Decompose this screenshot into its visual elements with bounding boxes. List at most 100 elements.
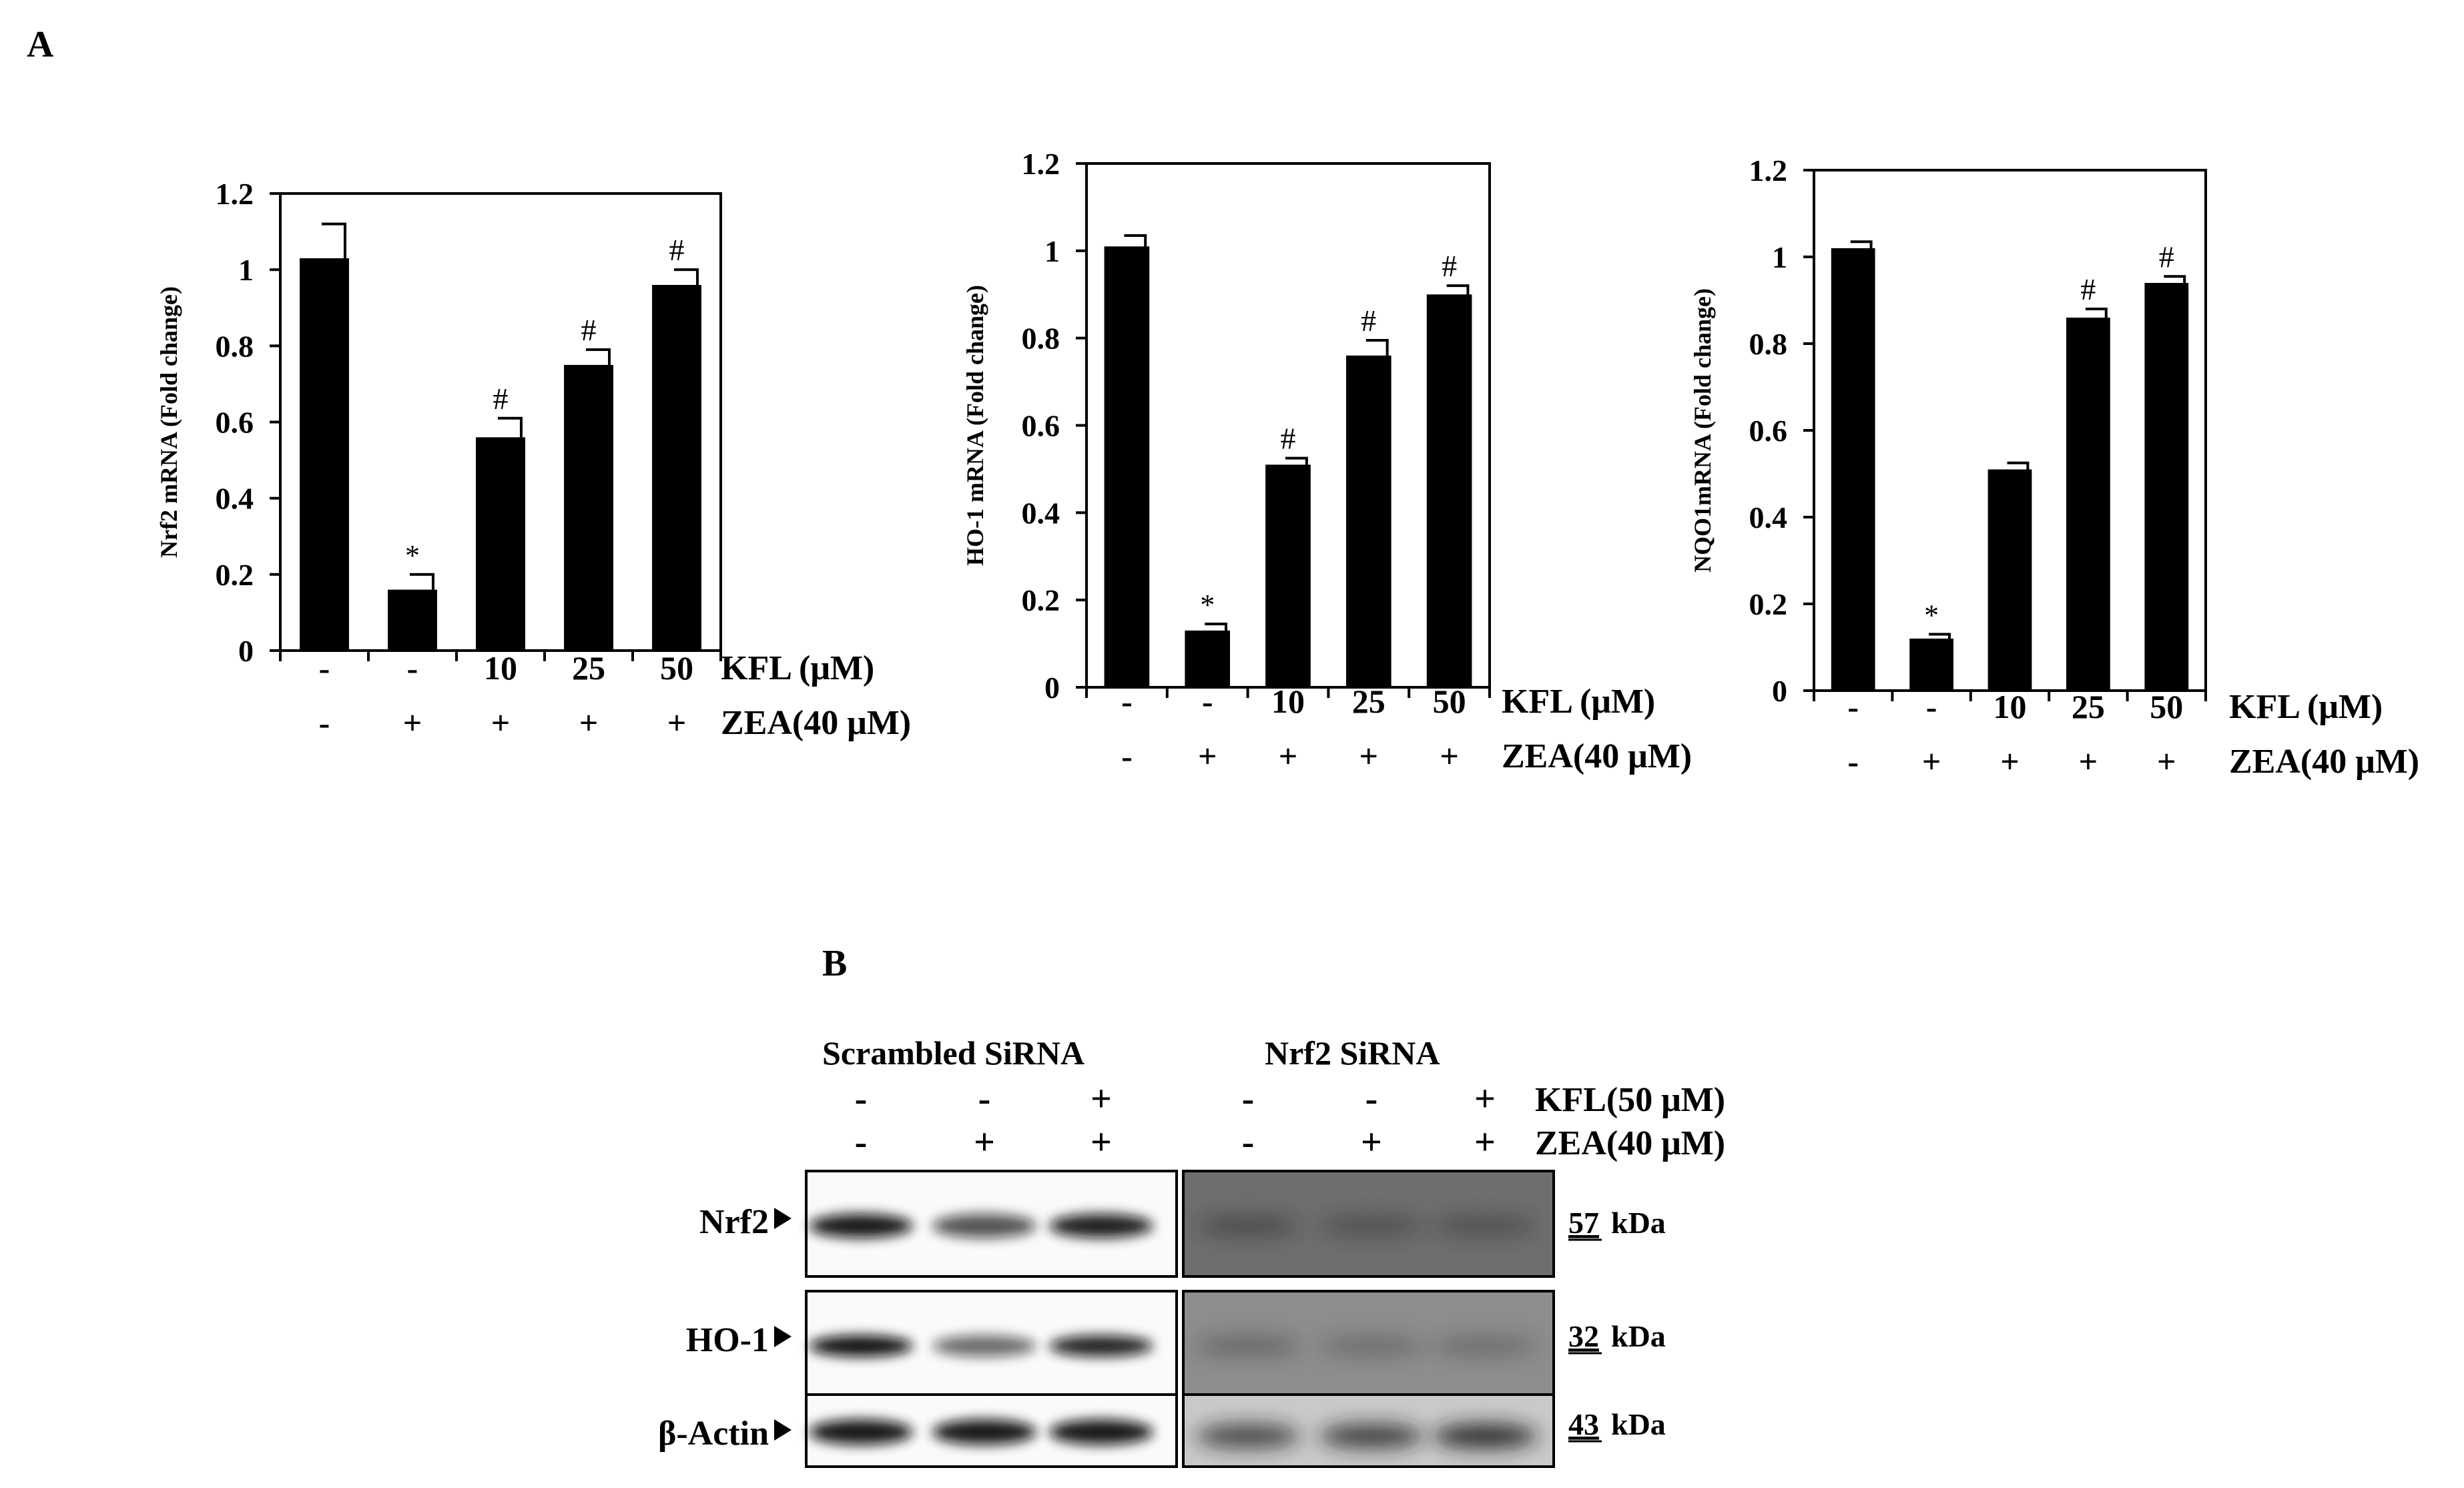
protein-band [1433,1335,1537,1357]
kfl-lane-sign: - [1242,1078,1255,1120]
kfl-row-label: KFL (μM) [721,649,874,687]
bar-chart-2: 0 0.2 0.4 0.6 0.8 1 1.2 HO-1 mRNA (Fold change)… [962,147,1692,775]
y-tick-label: 0.2 [216,558,254,592]
zea-row-label: ZEA(40 μM) [2229,743,2419,781]
protein-band [809,1214,913,1238]
kfl-lane-sign: + [1474,1078,1496,1120]
kfl-value: - [1121,683,1133,720]
bar [1104,246,1150,688]
significance-hash: # [1361,304,1376,338]
kfl-value: - [1847,688,1859,725]
kfl-value: - [407,649,418,687]
zea-lane-sign: + [974,1122,995,1163]
zea-lane-sign: + [1361,1122,1382,1163]
kda-unit: kDa [1611,1407,1666,1441]
kda-value: 32 [1568,1319,1599,1353]
y-tick-label: 0.4 [1749,500,1788,534]
significance-hash: # [2080,272,2096,306]
significance-hash: # [1442,249,1457,283]
y-tick-label: 0 [238,634,254,668]
blot-row--actin: β-Actin 43 kDa [658,1393,1666,1468]
blot-row-label: Nrf2 [699,1203,769,1241]
bar [2144,283,2189,691]
kfl-value: 50 [1433,683,1466,720]
significance-hash: # [669,233,685,267]
kda-value: 43 [1568,1407,1599,1441]
protein-band [1196,1214,1300,1238]
y-tick-label: 0.2 [1749,587,1788,621]
zea-value: + [1198,737,1217,775]
kfl-value: 10 [1271,683,1305,720]
kfl-value: 50 [660,649,693,687]
bar [1831,248,1875,691]
significance-hash: # [581,313,597,347]
y-tick-label: 0.8 [1022,322,1060,356]
zea-lane-sign: - [1242,1122,1255,1163]
bar [1185,630,1231,687]
significance-hash: # [493,382,509,416]
zea-value: + [1922,743,1941,780]
y-tick-label: 0.6 [216,406,254,440]
bar [476,437,525,651]
zea-value: - [1847,743,1859,780]
y-tick-label: 0.2 [1022,583,1060,617]
y-tick-label: 1.2 [1022,147,1060,181]
protein-band [1433,1214,1537,1238]
protein-band [932,1419,1036,1445]
kfl-lane-sign: - [1365,1078,1378,1120]
kfl-value: 25 [1352,683,1385,720]
y-tick-label: 0 [1044,671,1060,705]
kfl-value: 25 [2072,688,2105,725]
y-tick-label: 1 [238,253,254,287]
y-tick-label: 0.8 [216,329,254,363]
y-tick-label: 0.6 [1022,409,1060,443]
bar-chart-1: 0 0.2 0.4 0.6 0.8 1 1.2 Nrf2 mRNA (Fold change)… [156,177,911,742]
kfl-value: - [319,649,330,687]
zea-row-label: ZEA(40 μM) [1502,737,1692,775]
western-blot: Scrambled SiRNA Nrf2 SiRNA---+++---+++KFL… [658,1034,1725,1468]
kfl-lane-sign: - [855,1078,868,1120]
bar [1265,464,1311,687]
y-tick-label: 1 [1772,240,1787,274]
zea-value: + [1279,737,1298,775]
kfl-row-label: KFL (μM) [2229,688,2383,726]
significance-asterisk: * [1924,599,1939,632]
zea-value: + [579,704,599,741]
significance-hash: # [1281,422,1296,456]
y-tick-label: 0.6 [1749,414,1788,448]
kfl-value: 10 [1993,688,2027,725]
protein-band [1319,1335,1424,1357]
protein-band [809,1335,913,1357]
kfl-value: 50 [2150,688,2183,725]
kfl-lane-sign: + [1091,1078,1112,1120]
bar [564,364,613,651]
significance-asterisk: * [1200,589,1215,621]
bar [1345,355,1392,687]
protein-band [1319,1423,1424,1449]
y-tick-label: 1 [1044,234,1060,268]
significance-hash: # [2159,240,2174,274]
bar [1426,294,1472,687]
bar [2066,318,2110,691]
protein-band [1049,1419,1153,1445]
bar [1909,639,1953,691]
y-tick-label: 0 [1772,674,1787,708]
kfl-lane-sign: - [978,1078,991,1120]
protein-band [1196,1423,1300,1449]
protein-band [1049,1214,1153,1238]
group-label-nrf2-sirna: Nrf2 SiRNA [1265,1034,1440,1072]
zea-row-label: ZEA(40 μM) [721,704,911,742]
kda-value: 57 [1568,1206,1599,1240]
zea-value: + [491,704,511,741]
zea-value: + [667,704,687,741]
y-tick-label: 0.4 [216,482,254,516]
kda-unit: kDa [1611,1206,1666,1240]
arrowhead-icon [774,1208,792,1229]
protein-band [1319,1214,1424,1238]
blot-row-label: β-Actin [658,1415,769,1453]
arrowhead-icon [774,1326,792,1347]
zea-value: + [2079,743,2098,780]
protein-band [1433,1423,1537,1449]
zea-value: + [1440,737,1459,775]
